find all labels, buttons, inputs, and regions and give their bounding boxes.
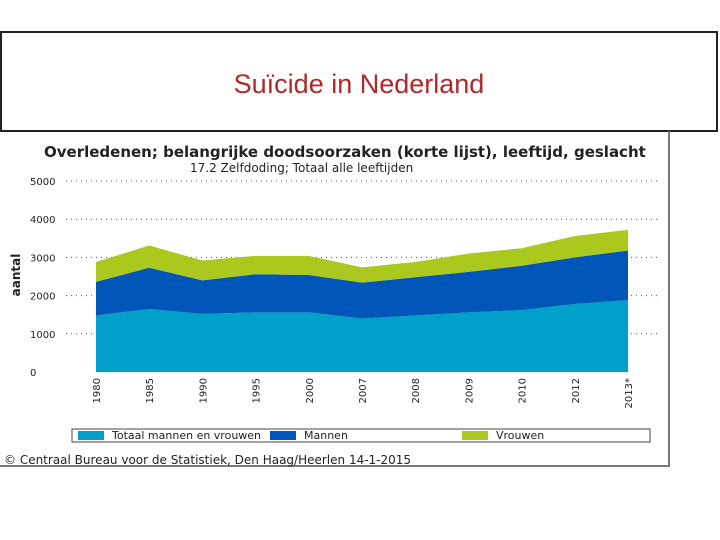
x-tick-label: 1980 [92,378,103,403]
area-mannen [96,250,628,319]
chart-frame [0,131,670,467]
x-tick-label: 2010 [518,378,529,403]
legend-swatch [462,431,488,440]
x-tick-label: 1995 [252,378,263,403]
y-tick-label: 2000 [30,292,55,303]
x-tick-label: 1985 [145,378,156,403]
source-footer: © Centraal Bureau voor de Statistiek, De… [4,453,412,467]
y-tick-label: 1000 [30,330,55,341]
x-tick-label: 1990 [198,378,209,403]
slide-title: Suïcide in Nederland [233,69,485,99]
legend-label: Vrouwen [496,429,544,442]
x-tick-label: 2012 [571,378,582,403]
slide-title-box: Suïcide in Nederland [0,31,718,132]
chart-title: Overledenen; belangrijke doodsoorzaken (… [44,143,646,161]
y-axis-label: aantal [9,254,23,297]
y-tick-label: 3000 [30,253,55,264]
x-tick-label: 2000 [305,378,316,403]
legend-swatch [270,431,296,440]
y-tick-label: 5000 [30,177,55,188]
legend-label: Totaal mannen en vrouwen [111,429,261,442]
x-tick-label: 2009 [464,378,475,403]
legend-box [71,428,651,443]
x-tick-label: 2007 [358,378,369,403]
legend-swatch [78,431,104,440]
y-tick-label: 4000 [30,215,55,226]
x-tick-label: 2013* [624,378,635,408]
area-vrouwen [96,229,628,283]
x-tick-label: 2008 [411,378,422,403]
legend: Totaal mannen en vrouwen Mannen Vrouwen [71,428,651,443]
y-tick-label: 0 [30,368,36,379]
area-totaal-mannen-en-vrouwen [96,300,628,372]
legend-label: Mannen [304,429,348,442]
chart-subtitle: 17.2 Zelfdoding; Totaal alle leeftijden [190,161,414,175]
